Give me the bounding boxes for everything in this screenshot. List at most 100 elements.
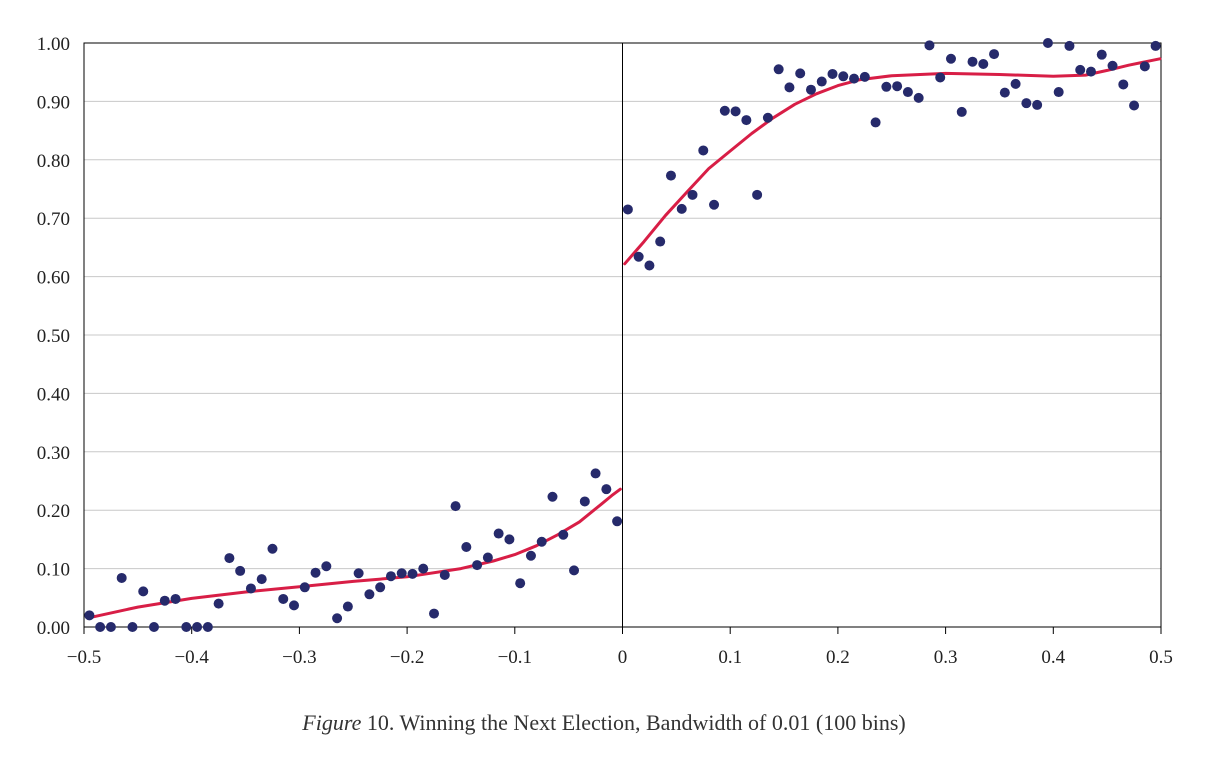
data-point [138,586,149,597]
data-point [1075,64,1086,75]
x-tick-label: −0.4 [174,647,209,668]
data-point [170,593,181,604]
data-point [450,501,461,512]
y-tick-label: 0.40 [37,384,70,405]
y-tick-label: 0.90 [37,92,70,113]
data-point [816,76,827,87]
x-tick-label: −0.1 [498,647,532,668]
data-point [256,574,267,585]
data-point [547,491,558,502]
data-point [956,106,967,117]
scatter-chart: 0.000.100.200.300.400.500.600.700.800.90… [37,34,1173,668]
data-point [310,567,321,578]
data-point [676,203,687,214]
data-point [202,622,213,632]
data-point [429,608,440,619]
data-point [235,565,246,576]
fit-line-right [623,57,1162,266]
data-point [332,613,343,624]
data-point [945,53,956,64]
data-point [224,553,235,564]
data-point [967,56,978,67]
data-point [892,81,903,92]
data-point [278,593,289,604]
data-points [84,38,1161,632]
data-point [1118,79,1129,90]
data-point [1053,87,1064,98]
x-tick-label: 0.5 [1149,647,1173,668]
data-point [612,516,623,527]
y-tick-label: 0.00 [37,618,70,639]
data-point [849,73,860,84]
data-point [504,534,515,545]
data-point [181,622,192,632]
data-point [773,64,784,75]
data-point [569,565,580,576]
data-point [245,583,256,594]
data-point [95,622,106,632]
data-point [859,71,870,82]
x-tick-label: −0.2 [390,647,424,668]
data-point [838,71,849,82]
tick-labels: 0.000.100.200.300.400.500.600.700.800.90… [37,34,1173,668]
data-point [407,568,418,579]
data-point [1064,40,1075,51]
data-point [622,204,633,215]
data-point [418,563,429,574]
data-point [655,236,666,247]
figure-caption: Figure 10. Winning the Next Election, Ba… [0,710,1208,736]
x-tick-label: −0.3 [282,647,316,668]
data-point [698,145,709,156]
data-point [999,87,1010,98]
data-point [159,595,170,606]
y-tick-label: 0.80 [37,151,70,172]
data-point [827,68,838,79]
data-point [1010,78,1021,89]
x-tick-label: 0.3 [934,647,958,668]
data-point [84,610,95,621]
data-point [461,541,472,552]
x-tick-label: 0 [618,647,628,668]
data-point [590,468,601,479]
data-point [353,568,364,579]
data-point [342,601,353,612]
data-point [267,543,278,554]
data-point [741,115,752,126]
data-point [1139,61,1150,72]
data-point [375,582,386,593]
data-point [795,68,806,79]
data-point [149,622,160,632]
data-point [558,529,569,540]
data-point [989,49,1000,60]
data-point [913,92,924,103]
y-tick-label: 0.60 [37,268,70,289]
data-point [525,550,536,561]
data-point [515,578,526,589]
data-point [902,87,913,98]
y-tick-label: 0.20 [37,501,70,522]
data-point [493,528,504,539]
data-point [1085,66,1096,77]
data-point [1129,100,1140,111]
data-point [105,622,116,632]
data-point [364,589,375,600]
data-point [719,105,730,116]
data-point [752,189,763,200]
data-point [299,582,310,593]
data-point [579,496,590,507]
data-point [978,59,989,70]
y-tick-label: 0.10 [37,560,70,581]
y-tick-label: 0.70 [37,209,70,230]
data-point [385,571,396,582]
data-point [730,106,741,117]
caption-text: 10. Winning the Next Election, Bandwidth… [361,710,906,735]
data-point [1150,40,1161,51]
data-point [633,251,644,262]
data-point [439,570,450,581]
data-point [709,199,720,210]
data-point [1032,99,1043,110]
data-point [665,170,676,181]
data-point [805,84,816,95]
data-point [870,117,881,128]
x-tick-label: 0.2 [826,647,850,668]
